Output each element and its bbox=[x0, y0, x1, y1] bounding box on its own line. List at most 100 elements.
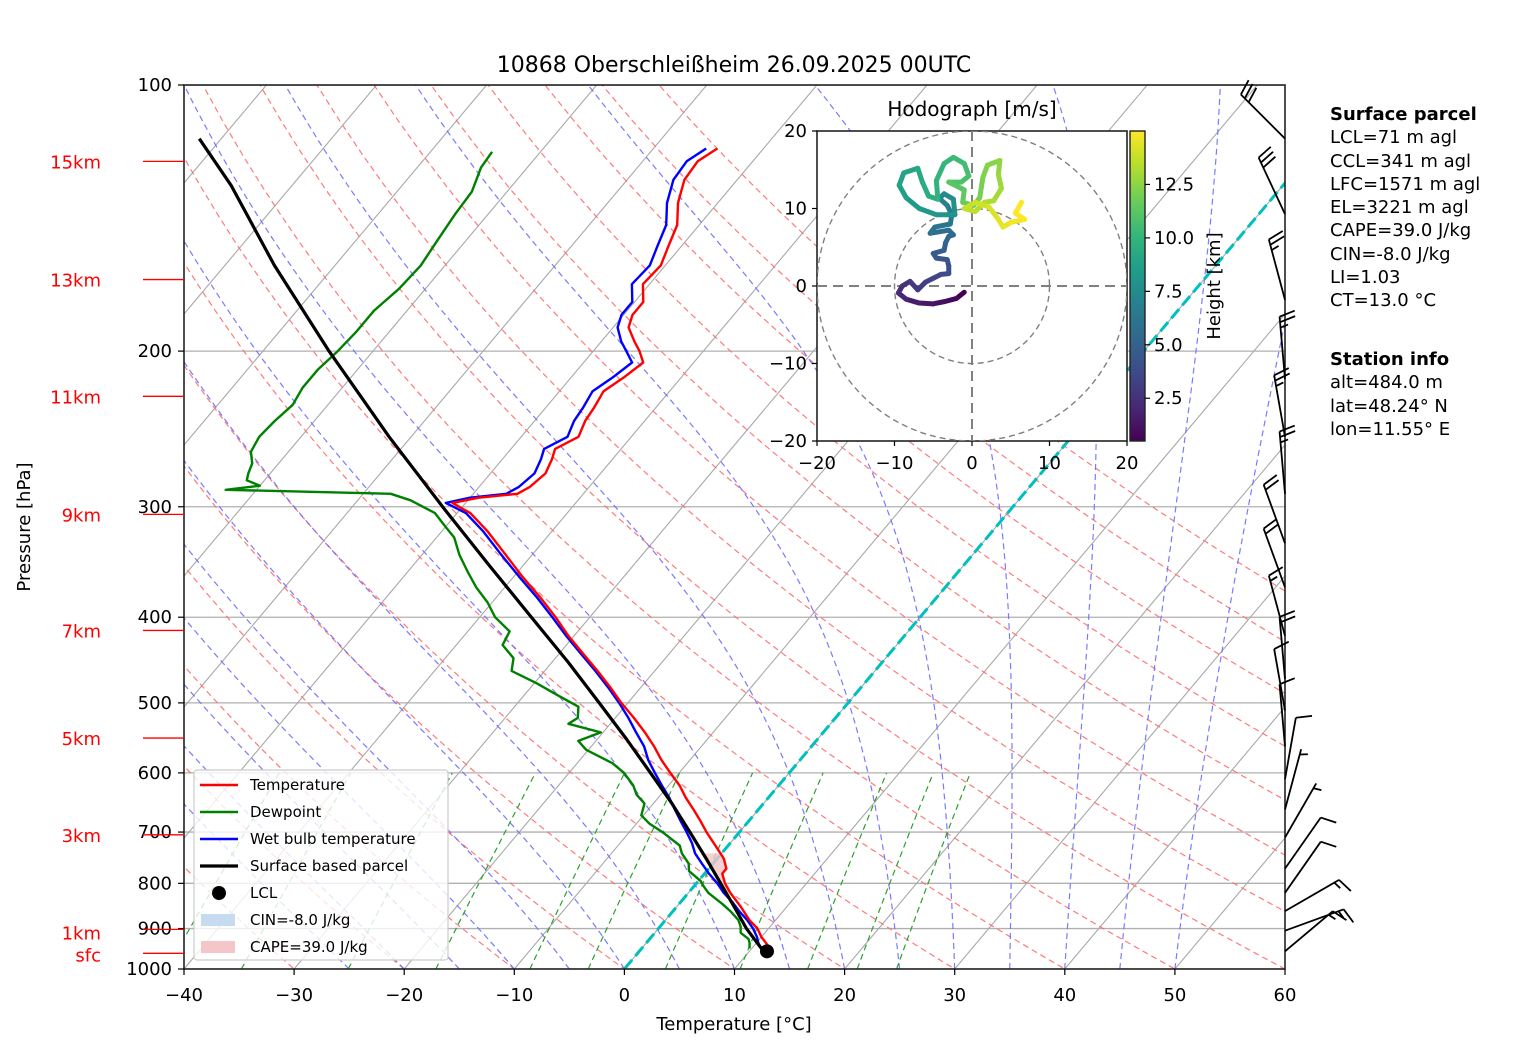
barb-staff bbox=[1267, 239, 1286, 301]
x-tick-label: 60 bbox=[1274, 985, 1297, 1006]
profile-dewpoint bbox=[224, 151, 751, 949]
isotherm-line bbox=[733, 313, 1285, 969]
barb-staff bbox=[1284, 841, 1322, 894]
barb-flag bbox=[1264, 479, 1280, 491]
barb-staff bbox=[1284, 717, 1297, 780]
barb-flag bbox=[1342, 908, 1355, 923]
hodo-y-tick-label: 20 bbox=[784, 121, 807, 142]
parcel-ccl: CCL=341 m agl bbox=[1330, 150, 1472, 172]
profile-temperature bbox=[451, 147, 773, 952]
wind-barb bbox=[1284, 840, 1337, 894]
barb-flag bbox=[1262, 156, 1277, 169]
y-tick-label: 400 bbox=[138, 607, 172, 628]
x-axis-label: Temperature [°C] bbox=[655, 1014, 811, 1035]
wind-barb bbox=[1284, 908, 1355, 932]
barb-half-flag bbox=[1337, 910, 1345, 919]
barb-flag bbox=[1264, 523, 1280, 535]
moist-adiabat bbox=[284, 85, 846, 969]
mixing-ratio-line bbox=[739, 772, 824, 969]
legend-label: CAPE=39.0 J/kg bbox=[250, 938, 368, 956]
wind-barb bbox=[1240, 79, 1286, 140]
barb-flag bbox=[1240, 79, 1250, 95]
barb-half-flag bbox=[1271, 245, 1280, 251]
colorbar-tick-label: 12.5 bbox=[1154, 174, 1194, 195]
legend-marker bbox=[212, 886, 226, 900]
barb-flag bbox=[1338, 879, 1352, 892]
hodograph: Hodograph [m/s] −20 −10 0 10 20 −20 −10 0 10 20 2… bbox=[769, 97, 1225, 474]
barb-flag bbox=[1268, 566, 1284, 577]
dry-adiabat bbox=[184, 664, 516, 969]
moist-adiabat bbox=[1119, 85, 1221, 969]
hodograph-segment bbox=[986, 204, 1001, 222]
barb-staff bbox=[1240, 93, 1286, 140]
parcel-lfc: LFC=1571 m agl bbox=[1330, 173, 1481, 195]
moist-adiabat bbox=[184, 683, 460, 969]
wind-barb bbox=[1267, 566, 1286, 637]
barb-flag bbox=[1320, 816, 1337, 824]
y-tick-label: 1000 bbox=[126, 959, 172, 980]
hodo-x-tick-label: 20 bbox=[1116, 453, 1139, 474]
hodograph-segment bbox=[1012, 199, 1025, 216]
station-info-heading: Station info bbox=[1330, 349, 1450, 370]
parcel-ct: CT=13.0 °C bbox=[1330, 290, 1437, 312]
barb-staff bbox=[1267, 575, 1286, 637]
profile-surface-based-parcel bbox=[197, 137, 767, 955]
barb-flag bbox=[1243, 83, 1254, 99]
moist-adiabat bbox=[1174, 318, 1285, 969]
parcel-cin: CIN=-8.0 J/kg bbox=[1330, 243, 1451, 265]
barb-flag bbox=[1279, 677, 1296, 686]
chart-title: 10868 Oberschleißheim 26.09.2025 00UTC bbox=[497, 53, 972, 78]
moist-adiabat bbox=[415, 85, 901, 969]
mixing-ratio-line bbox=[856, 772, 934, 969]
barb-flag bbox=[1279, 424, 1296, 433]
hodo-y-tick-label: 0 bbox=[796, 276, 807, 297]
barb-staff bbox=[1284, 910, 1334, 953]
barb-staff bbox=[1284, 908, 1344, 932]
wind-barb bbox=[1284, 748, 1308, 810]
barb-flag bbox=[1260, 151, 1274, 164]
colorbar-tick-label: 10.0 bbox=[1154, 228, 1194, 249]
height-label: 1km bbox=[62, 923, 101, 944]
moist-adiabat bbox=[184, 85, 791, 969]
hodograph-segment bbox=[950, 196, 958, 218]
wind-barb bbox=[1284, 714, 1313, 780]
barb-flag bbox=[1268, 230, 1284, 241]
hodo-y-tick-label: −10 bbox=[769, 354, 807, 375]
legend-label: Wet bulb temperature bbox=[250, 830, 416, 848]
hodograph-segment bbox=[933, 178, 941, 202]
barb-flag bbox=[1269, 235, 1285, 246]
hodo-x-tick-label: 0 bbox=[966, 453, 977, 474]
y-tick-label: 100 bbox=[138, 75, 172, 96]
legend-label: Surface based parcel bbox=[250, 857, 408, 875]
isotherm-line bbox=[1064, 706, 1285, 969]
legend-label: CIN=-8.0 J/kg bbox=[250, 911, 350, 929]
x-tick-label: 10 bbox=[723, 985, 746, 1006]
x-tick-label: 0 bbox=[619, 985, 630, 1006]
barb-staff bbox=[1273, 648, 1286, 711]
wind-barb bbox=[1284, 910, 1347, 953]
x-tick-label: −10 bbox=[495, 985, 533, 1006]
height-label: 3km bbox=[62, 826, 101, 847]
height-label: 15km bbox=[50, 152, 101, 173]
parcel-cape: CAPE=39.0 J/kg bbox=[1330, 220, 1472, 242]
barb-flag bbox=[1274, 372, 1291, 382]
y-tick-label: 500 bbox=[138, 693, 172, 714]
barb-half-flag bbox=[1328, 913, 1336, 920]
barb-flag bbox=[1279, 315, 1296, 323]
y-tick-label: 300 bbox=[138, 497, 172, 518]
legend-patch bbox=[201, 941, 235, 953]
isotherm-line bbox=[184, 85, 488, 446]
barb-half-flag bbox=[1313, 787, 1322, 791]
barb-flag bbox=[1279, 430, 1296, 438]
isotherm-line bbox=[513, 85, 1259, 969]
wind-barb bbox=[1278, 610, 1296, 680]
x-tick-label: −40 bbox=[165, 985, 203, 1006]
hodograph-segment bbox=[977, 175, 986, 201]
mixing-ratio-line bbox=[896, 772, 971, 969]
hodo-x-tick-label: −10 bbox=[876, 453, 914, 474]
colorbar-label: Height [km] bbox=[1204, 232, 1225, 339]
colorbar-tick-label: 7.5 bbox=[1154, 281, 1183, 302]
hodo-x-tick-label: 10 bbox=[1038, 453, 1061, 474]
barb-staff bbox=[1284, 879, 1340, 912]
isotherm-line bbox=[184, 85, 378, 315]
